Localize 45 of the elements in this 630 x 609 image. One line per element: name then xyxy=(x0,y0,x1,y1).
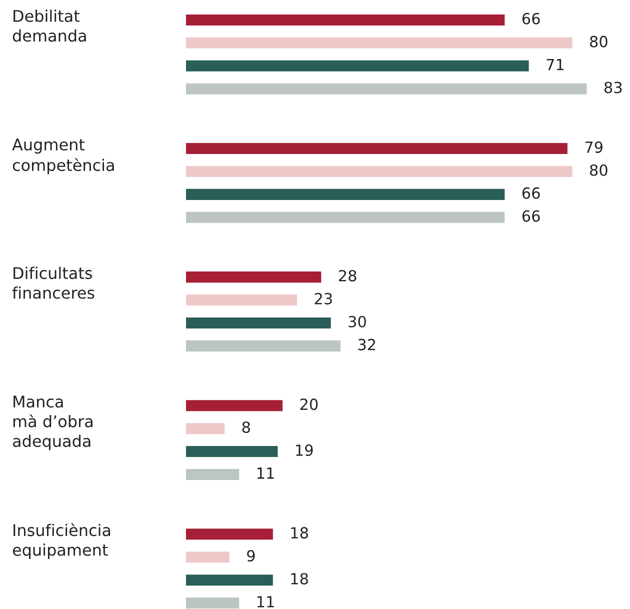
data-label: 9 xyxy=(247,550,255,562)
bar xyxy=(186,272,322,283)
data-label: 20 xyxy=(300,398,318,410)
bar xyxy=(186,212,505,223)
data-label: 18 xyxy=(291,527,308,539)
data-label: 79 xyxy=(585,141,602,153)
bar xyxy=(186,423,225,434)
bar xyxy=(186,574,273,586)
bar xyxy=(186,188,505,200)
y-tick-label: Debilitat demanda xyxy=(12,10,86,42)
bar xyxy=(186,14,505,26)
data-label: 66 xyxy=(522,12,540,24)
data-label: 19 xyxy=(296,444,313,456)
data-label: 8 xyxy=(242,421,250,434)
bar xyxy=(186,340,341,352)
y-tick-label: Augment competència xyxy=(12,138,114,174)
data-label: 32 xyxy=(358,338,376,350)
bar xyxy=(186,83,587,94)
y-tick-label: Insuficiència equipament xyxy=(12,523,110,559)
bar xyxy=(186,598,240,609)
data-label: 80 xyxy=(590,164,608,176)
bar xyxy=(186,528,273,540)
data-label: 11 xyxy=(257,596,274,608)
bar xyxy=(186,60,529,72)
bar xyxy=(186,143,568,154)
data-label: 11 xyxy=(257,468,274,479)
data-label: 71 xyxy=(546,58,564,70)
bar xyxy=(186,294,298,306)
bar xyxy=(186,166,572,177)
y-tick-label: Dificultats financeres xyxy=(12,266,94,299)
data-label: 83 xyxy=(604,82,622,94)
bar xyxy=(186,446,278,458)
y-tick-label: Manca mà d’obra adequada xyxy=(12,396,92,450)
bar xyxy=(186,552,230,563)
data-label: 80 xyxy=(590,36,608,48)
data-label: 66 xyxy=(522,187,540,199)
bar xyxy=(186,317,331,328)
bar xyxy=(186,468,240,480)
bar xyxy=(186,37,572,48)
data-label: 66 xyxy=(522,210,540,222)
data-label: 30 xyxy=(348,316,366,328)
data-label: 23 xyxy=(314,292,332,304)
data-label: 28 xyxy=(338,270,356,282)
bar xyxy=(186,400,283,412)
data-label: 18 xyxy=(291,572,308,585)
